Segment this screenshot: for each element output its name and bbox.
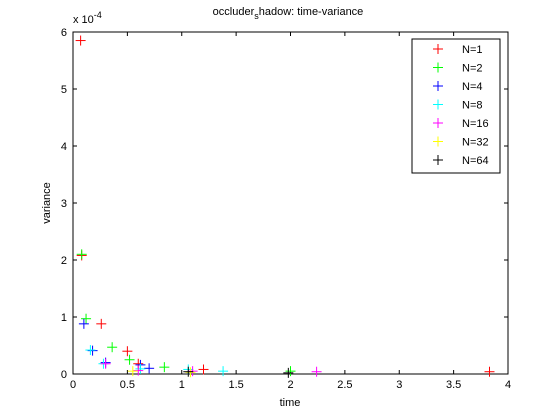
legend-label: N=64 [462,155,489,167]
chart-title: occludershadow: time-variance [213,6,364,21]
legend-marker-6 [433,155,443,165]
data-point-series-0 [198,364,209,375]
y-tick-label: 2 [61,255,67,267]
data-point-series-0 [484,366,495,377]
x-tick-label: 3.5 [446,379,461,391]
chart-title-rest: hadow: time-variance [259,6,364,18]
y-tick-label: 3 [61,198,67,210]
x-tick-label: 0.5 [120,379,135,391]
y-exponent-label: x 10-4 [73,10,102,26]
data-point-series-1 [124,354,135,365]
axis-ticks: 0 0.5 1 1.5 2 2.5 3 3.5 4 0 1 2 3 4 5 6 [61,27,511,391]
legend-label: N=16 [462,118,489,130]
y-tick-label: 1 [61,312,67,324]
data-point-series-6 [183,366,194,377]
data-point-series-3 [218,366,229,377]
legend-marker-0 [433,44,443,54]
chart-title-main: occluder [213,6,255,18]
legend-box [411,38,501,174]
legend-marker-5 [433,136,443,147]
y-tick-label: 5 [61,84,67,96]
data-point-series-5 [185,367,196,378]
data-point-series-2 [87,345,98,356]
data-point-series-0 [96,318,107,329]
legend-label: N=32 [462,137,489,149]
data-point-series-1 [159,362,170,373]
legend-marker-3 [433,99,443,110]
legend-label: N=1 [462,44,483,56]
y-tick-label: 0 [61,369,67,381]
data-point-series-5 [127,366,138,377]
legend-label: N=8 [462,100,483,112]
data-point-series-0 [75,35,86,46]
legend-marker-1 [433,62,443,73]
data-point-series-3 [85,345,96,356]
data-point-series-1 [81,313,92,324]
x-tick-label: 2.5 [337,379,352,391]
x-tick-label: 1.5 [228,379,243,391]
data-point-series-4 [311,366,322,377]
x-tick-label: 3 [396,379,402,391]
x-tick-label: 0 [70,379,76,391]
legend-label: N=2 [462,63,483,75]
legend-marker-2 [433,81,443,91]
legend-marker-4 [433,118,443,128]
y-tick-label: 6 [61,27,67,39]
y-exponent-power: -4 [94,10,102,20]
data-point-series-1 [107,342,118,353]
data-point-series-2 [144,363,155,374]
y-exponent-base: x 10 [73,14,94,26]
legend-label: N=4 [462,81,483,93]
x-tick-label: 2 [287,379,293,391]
legend: N=1 N=2 N=4 N=8 N=16 N=32 N=64 [411,38,501,174]
data-point-series-4 [187,366,198,377]
data-point-series-0 [122,346,133,357]
x-tick-label: 4 [505,379,511,391]
y-axis-label: variance [41,182,53,224]
data-point-series-2 [78,318,89,329]
data-point-series-4 [100,358,111,369]
chart-title-sub: s [254,11,259,21]
data-point-series-3 [135,363,146,374]
data-point-series-6 [283,367,294,378]
data-point-series-1 [76,249,87,260]
data-point-series-1 [285,366,296,377]
data-point-series-4 [133,365,144,376]
x-tick-label: 1 [179,379,185,391]
y-tick-label: 4 [61,141,67,153]
data-points [75,35,495,378]
x-axis-label: time [280,397,301,409]
